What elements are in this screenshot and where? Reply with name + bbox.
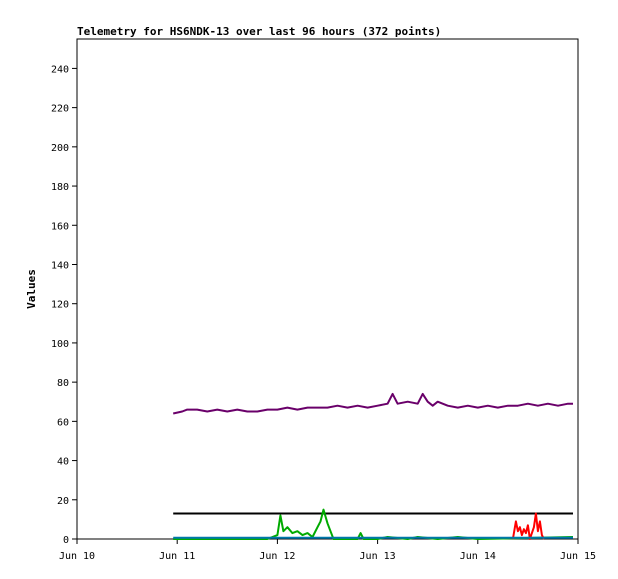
plot-area-frame bbox=[76, 38, 579, 540]
y-tick-label: 180 bbox=[51, 182, 69, 193]
series-layer bbox=[172, 392, 574, 540]
y-axis-label: Values bbox=[25, 269, 38, 309]
y-tick-label: 20 bbox=[57, 496, 69, 507]
y-tick-label: 0 bbox=[63, 535, 69, 546]
x-tick-label: Jun 13 bbox=[360, 551, 396, 562]
y-tick-label: 140 bbox=[51, 260, 69, 271]
y-tick-label: 80 bbox=[57, 378, 69, 389]
x-tick-label: Jun 10 bbox=[59, 551, 95, 562]
chart-title: Telemetry for HS6NDK-13 over last 96 hou… bbox=[77, 25, 441, 38]
x-axis: Jun 10 Jun 11 Jun 12 Jun 13 Jun 14 Jun 15 bbox=[59, 539, 596, 562]
x-tick-label: Jun 14 bbox=[460, 551, 496, 562]
y-tick-label: 100 bbox=[51, 339, 69, 350]
series-line-0 bbox=[172, 392, 573, 415]
y-tick-label: 240 bbox=[51, 64, 69, 75]
y-tick-label: 120 bbox=[51, 300, 69, 311]
series-line-3 bbox=[511, 512, 545, 540]
x-tick-label: Jun 15 bbox=[560, 551, 596, 562]
y-tick-label: 200 bbox=[51, 143, 69, 154]
y-tick-label: 220 bbox=[51, 104, 69, 115]
y-axis: 0 20 40 60 80 100 120 140 160 180 200 220 240 bbox=[51, 64, 77, 546]
x-tick-label: Jun 11 bbox=[159, 551, 195, 562]
y-tick-label: 160 bbox=[51, 221, 69, 232]
x-tick-label: Jun 12 bbox=[259, 551, 295, 562]
y-tick-label: 40 bbox=[57, 457, 69, 468]
y-tick-label: 60 bbox=[57, 417, 69, 428]
